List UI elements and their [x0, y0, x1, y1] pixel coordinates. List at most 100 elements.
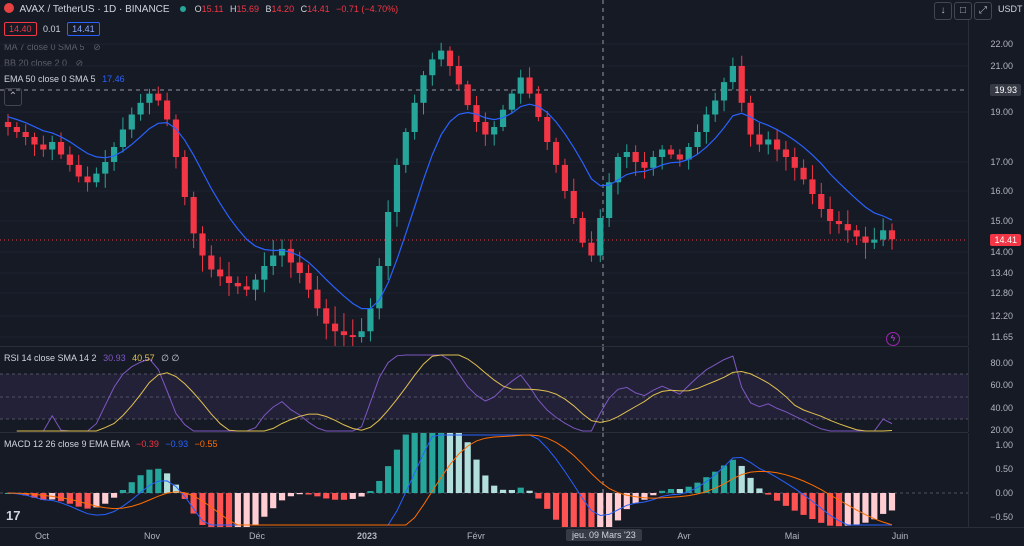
candle-body: [614, 157, 622, 183]
macd-histogram-bar: [888, 493, 896, 511]
macd-histogram-bar: [438, 433, 445, 493]
candle-body: [588, 242, 595, 256]
lightning-icon[interactable]: ϟ: [886, 332, 900, 346]
candle-body: [579, 218, 586, 243]
candle-body: [835, 221, 843, 225]
fullscreen-button[interactable]: ⤢: [974, 2, 992, 20]
macd-histogram-bar: [570, 493, 577, 527]
macd-histogram-bar: [871, 493, 878, 520]
tradingview-logo-icon[interactable]: 17: [6, 508, 21, 523]
candle-body: [791, 157, 798, 168]
candle-body: [190, 197, 197, 234]
candle-body: [13, 127, 20, 132]
price-chart[interactable]: [0, 0, 968, 346]
macd-tick: 0.00: [995, 488, 1013, 498]
rsi-axis[interactable]: 80.00 60.00 40.00 20.00: [968, 347, 1024, 435]
currency-selector[interactable]: USDT ⌄: [998, 4, 1024, 15]
rsi-pane[interactable]: [0, 347, 968, 432]
candle-body: [234, 283, 241, 287]
macd-histogram-bar: [199, 493, 206, 526]
bb-legend[interactable]: BB 20 close 2 0 ⊘: [4, 58, 83, 69]
macd-histogram-bar: [261, 493, 268, 517]
candle-body: [473, 105, 480, 122]
candle-body: [199, 233, 206, 256]
price-tick: 15.00: [990, 216, 1013, 226]
arrow-down-button[interactable]: ↓: [934, 2, 952, 20]
macd-histogram-bar: [712, 471, 719, 493]
collapse-legend-button[interactable]: ⌃: [4, 88, 22, 106]
macd-histogram-bar: [323, 493, 330, 499]
candle-body: [482, 122, 489, 135]
macd-histogram-bar: [57, 493, 65, 502]
macd-histogram-bar: [508, 489, 515, 493]
candle-body: [358, 331, 365, 337]
macd-histogram-bar: [446, 433, 454, 493]
candle-body: [446, 50, 454, 66]
ema-legend[interactable]: EMA 50 close 0 SMA 5 17.46: [4, 74, 125, 84]
candle-body: [773, 139, 781, 150]
candle-body: [323, 308, 330, 324]
macd-histogram-bar: [270, 493, 277, 509]
macd-histogram-bar: [393, 449, 401, 493]
rsi-tick: 40.00: [990, 403, 1013, 413]
time-axis-border: [0, 527, 1024, 528]
macd-legend[interactable]: MACD 12 26 close 9 EMA EMA −0.39 −0.93 −…: [4, 439, 217, 449]
arrow-down-icon: ↓: [940, 5, 946, 16]
maximize-button[interactable]: □: [954, 2, 972, 20]
macd-histogram-bar: [331, 493, 339, 500]
ma-legend[interactable]: MA 7 close 0 SMA 5 ⊘: [4, 42, 101, 53]
macd-histogram-bar: [491, 485, 498, 493]
candle-body: [278, 248, 286, 256]
macd-histogram-bar: [358, 493, 365, 497]
macd-axis[interactable]: 1.00 0.50 0.00 −0.50: [968, 433, 1024, 527]
macd-histogram-bar: [128, 482, 135, 493]
symbol-title: AVAX / TetherUS · 1D · BINANCE: [19, 4, 170, 15]
symbol-header[interactable]: AVAX / TetherUS · 1D · BINANCE O15.11 H1…: [4, 3, 398, 15]
ask-price[interactable]: 14.41: [67, 22, 100, 36]
macd-histogram-bar: [287, 493, 294, 497]
candle-body: [623, 152, 630, 157]
rsi-tick: 80.00: [990, 358, 1013, 368]
macd-histogram-bar: [376, 480, 383, 493]
macd-histogram-bar: [411, 433, 418, 493]
candle-body: [137, 102, 144, 115]
macd-histogram-bar: [632, 493, 639, 504]
price-axis[interactable]: 22.00 21.00 19.00 17.00 16.00 15.00 14.00 13.40…: [968, 20, 1024, 346]
macd-histogram-bar: [738, 465, 745, 493]
candle-body: [172, 119, 180, 157]
bid-price[interactable]: 14.40: [4, 22, 37, 36]
rsi-tick: 20.00: [990, 425, 1013, 435]
macd-histogram-bar: [278, 493, 286, 501]
candle-body: [685, 147, 692, 160]
candle-body: [747, 102, 754, 135]
macd-chart[interactable]: [0, 433, 968, 527]
rsi-chart[interactable]: [0, 347, 968, 432]
candle-body: [756, 134, 763, 145]
fullscreen-icon: ⤢: [979, 5, 987, 16]
candle-body: [411, 102, 418, 132]
candle-body: [429, 59, 436, 76]
macd-histogram-bar: [614, 493, 622, 521]
avax-logo-icon: [4, 3, 14, 13]
hidden-eye-icon[interactable]: ⊘: [75, 58, 84, 68]
pane-divider[interactable]: [0, 346, 968, 347]
candle-body: [296, 262, 303, 273]
macd-pane[interactable]: [0, 433, 968, 527]
candle-body: [888, 230, 896, 240]
macd-histogram-bar: [561, 493, 569, 527]
price-pane[interactable]: [0, 0, 968, 346]
price-tick: 16.00: [990, 186, 1013, 196]
macd-histogram-bar: [119, 490, 127, 493]
rsi-legend[interactable]: RSI 14 close SMA 14 2 30.93 40.57 ∅ ∅: [4, 353, 179, 364]
hidden-eye-icon[interactable]: ⊘: [93, 42, 101, 52]
candle-body: [455, 66, 462, 85]
candle-body: [667, 149, 675, 155]
bid-ask-row: 14.40 0.01 14.41: [4, 22, 104, 36]
candle-body: [853, 230, 860, 237]
pane-divider[interactable]: [0, 432, 968, 433]
candle-body: [650, 157, 657, 168]
macd-histogram-bar: [552, 493, 560, 520]
macd-histogram-bar: [720, 465, 728, 493]
candle-body: [570, 191, 577, 218]
last-price-label: 14.41: [990, 234, 1021, 246]
